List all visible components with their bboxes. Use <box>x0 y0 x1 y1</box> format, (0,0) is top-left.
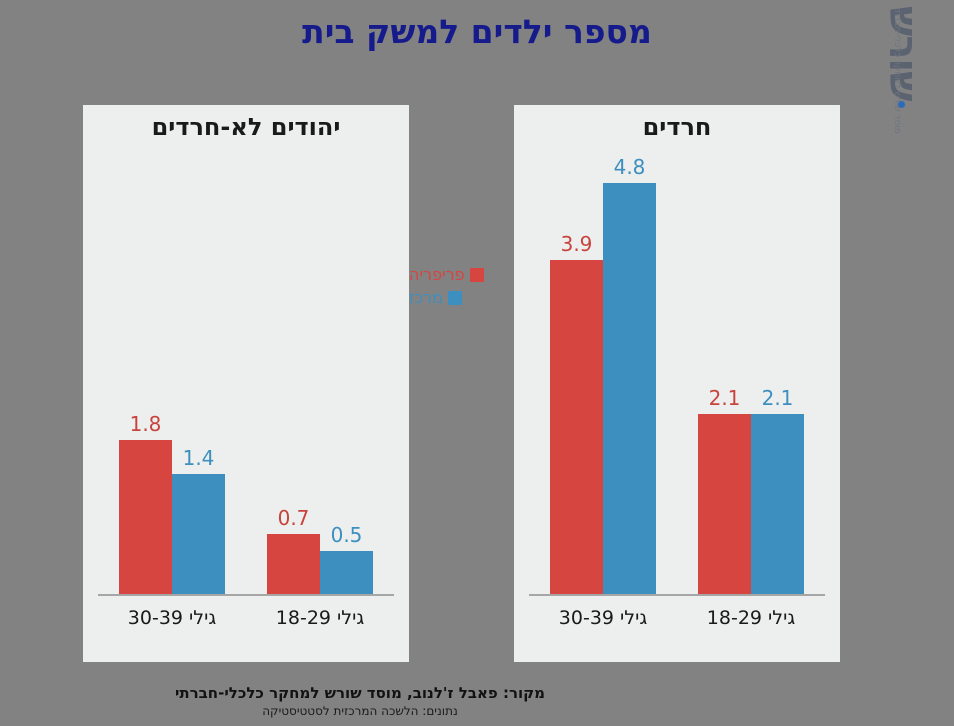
bar-value-label: 1.4 <box>182 446 215 470</box>
bar-right-g1-periphery[interactable]: 2.1 <box>698 151 751 594</box>
x-axis-line-right <box>529 594 825 596</box>
bar-group-left-1: 0.5 0.7 <box>267 151 373 594</box>
bar-rect-blue[interactable] <box>320 551 373 594</box>
chart-panel-left: יהודים לא-חרדים 0.5 0.7 1.4 1.8 <box>83 105 409 662</box>
shoresh-logo: שורש מוסד שורש למחקר כלכלי-חברתי <box>880 0 954 135</box>
legend-swatch-icon-red <box>469 267 484 282</box>
bar-value-label: 2.1 <box>708 386 741 410</box>
page-title: מספר ילדים למשק בית <box>302 12 652 51</box>
bar-value-label: 0.7 <box>277 506 310 530</box>
bar-group-right-1: 2.1 2.1 <box>698 151 804 594</box>
bar-group-left-2: 1.4 1.8 <box>119 151 225 594</box>
legend-item-periphery[interactable]: פריפריה <box>409 263 514 286</box>
bar-left-g1-center[interactable]: 0.5 <box>320 151 373 594</box>
bar-left-g2-center[interactable]: 1.4 <box>172 151 225 594</box>
bar-right-g2-center[interactable]: 4.8 <box>603 151 656 594</box>
bar-right-g1-center[interactable]: 2.1 <box>751 151 804 594</box>
bar-rect-blue[interactable] <box>172 474 225 594</box>
bar-left-g2-periphery[interactable]: 1.8 <box>119 151 172 594</box>
category-labels-left: גילי 18-29 גילי 30-39 <box>98 602 394 634</box>
bar-rect-red[interactable] <box>267 534 320 594</box>
footer: מקור: פאבל ז'לנוב, מוסד שורש למחקר כלכלי… <box>0 683 720 720</box>
category-label: גילי 18-29 <box>275 607 365 629</box>
logo-tagline: מוסד שורש למחקר כלכלי-חברתי <box>892 8 902 134</box>
bar-groups-left: 0.5 0.7 1.4 1.8 <box>98 151 394 594</box>
chart-title-right: חרדים <box>642 113 712 141</box>
bar-value-label: 4.8 <box>613 155 646 179</box>
bar-value-label: 0.5 <box>330 523 363 547</box>
category-label: גילי 18-29 <box>706 607 796 629</box>
legend-label: מרכז <box>409 288 443 307</box>
chart-panel-right: חרדים 2.1 2.1 4.8 3.9 <box>514 105 840 662</box>
bar-rect-red[interactable] <box>698 414 751 594</box>
bar-left-g1-periphery[interactable]: 0.7 <box>267 151 320 594</box>
plot-area-left: 0.5 0.7 1.4 1.8 <box>98 151 394 596</box>
plot-area-right: 2.1 2.1 4.8 3.9 <box>529 151 825 596</box>
bar-groups-right: 2.1 2.1 4.8 3.9 <box>529 151 825 594</box>
chart-title-left: יהודים לא-חרדים <box>151 113 341 141</box>
bar-value-label: 3.9 <box>560 232 593 256</box>
bar-value-label: 2.1 <box>761 386 794 410</box>
footer-source: מקור: פאבל ז'לנוב, מוסד שורש למחקר כלכלי… <box>174 684 546 702</box>
category-labels-right: גילי 18-29 גילי 30-39 <box>529 602 825 634</box>
category-label: גילי 30-39 <box>558 607 648 629</box>
category-label: גילי 30-39 <box>127 607 217 629</box>
bar-rect-red[interactable] <box>119 440 172 594</box>
bar-rect-blue[interactable] <box>603 183 656 594</box>
legend-swatch-icon-blue <box>447 290 462 305</box>
logo-dot-icon <box>898 101 905 108</box>
bar-rect-blue[interactable] <box>751 414 804 594</box>
bar-right-g2-periphery[interactable]: 3.9 <box>550 151 603 594</box>
bar-group-right-2: 4.8 3.9 <box>550 151 656 594</box>
footer-data-source: נתונים: הלשכה המרכזית לסטטיסטיקה <box>262 704 458 718</box>
legend-label: פריפריה <box>409 265 465 284</box>
bar-rect-red[interactable] <box>550 260 603 594</box>
logo-name: שורש <box>880 6 926 101</box>
legend-item-center[interactable]: מרכז <box>409 286 514 309</box>
bar-value-label: 1.8 <box>129 412 162 436</box>
x-axis-line-left <box>98 594 394 596</box>
chart-legend: פריפריה מרכז <box>409 263 514 309</box>
